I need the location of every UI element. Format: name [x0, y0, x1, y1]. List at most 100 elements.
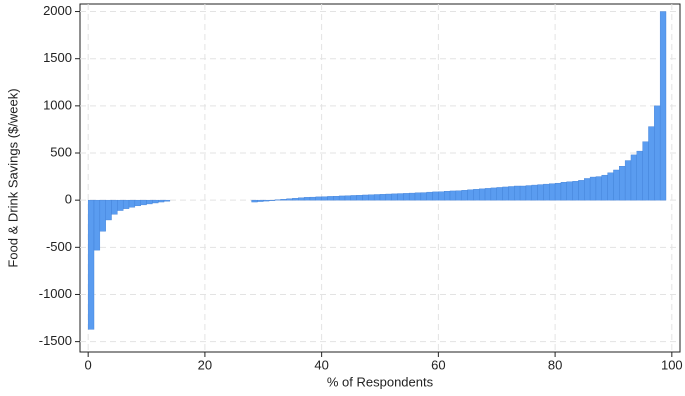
bar [549, 183, 556, 201]
bar [438, 191, 445, 201]
bar [572, 181, 579, 201]
bar [659, 11, 667, 201]
bar [432, 191, 439, 201]
bar [514, 185, 521, 201]
bar [619, 166, 626, 201]
x-tick-label: 100 [661, 357, 683, 372]
bar [327, 196, 334, 201]
bar [496, 187, 503, 201]
x-tick-label: 80 [548, 357, 562, 372]
bar [414, 192, 422, 201]
bar [373, 194, 381, 201]
x-tick-label: 0 [85, 357, 92, 372]
bar [362, 194, 369, 201]
bar [444, 191, 451, 201]
bar [321, 196, 328, 201]
bar [286, 198, 293, 201]
bar [607, 172, 614, 201]
bar [589, 176, 597, 201]
bar [455, 190, 462, 201]
y-tick-label: 2000 [43, 3, 72, 18]
bar [467, 189, 474, 201]
y-tick-label: -1000 [39, 286, 72, 301]
bar [636, 150, 643, 201]
bar [473, 189, 480, 201]
bar [490, 187, 497, 201]
bar [642, 141, 649, 201]
bar [654, 105, 661, 201]
bar [531, 184, 538, 201]
bar [292, 198, 299, 201]
bar [560, 182, 567, 201]
bar [648, 126, 655, 201]
bar [613, 169, 620, 201]
bar [449, 190, 457, 201]
bar [93, 199, 101, 251]
y-tick-label: -500 [46, 239, 72, 254]
bar [461, 190, 468, 201]
bar [99, 199, 106, 232]
bar [315, 196, 322, 201]
y-tick-label: 1500 [43, 50, 72, 65]
bar [146, 199, 153, 205]
bar [584, 178, 591, 201]
bar [105, 199, 112, 221]
bar [397, 193, 404, 201]
bar [420, 192, 427, 201]
bar [251, 199, 258, 203]
bar [566, 181, 573, 201]
bar [624, 160, 632, 201]
bar [257, 199, 264, 202]
y-tick-label: 500 [50, 144, 72, 159]
bar [128, 199, 136, 208]
y-tick-label: -1500 [39, 333, 72, 348]
x-tick-label: 20 [198, 357, 212, 372]
bar [263, 199, 270, 202]
bar [519, 185, 527, 201]
bar [140, 199, 147, 206]
bar [280, 199, 287, 201]
y-axis-label: Food & Drink Savings ($/week) [5, 88, 20, 267]
bar [356, 195, 363, 201]
y-tick-label: 1000 [43, 97, 72, 112]
bar [298, 197, 305, 201]
bar [338, 195, 346, 201]
bar [368, 194, 375, 201]
bar [163, 199, 171, 202]
bar [344, 195, 352, 201]
bar [350, 195, 357, 201]
bar [111, 199, 118, 215]
bar [578, 180, 585, 201]
bar [117, 199, 124, 211]
bar [379, 194, 387, 201]
x-axis-label: % of Respondents [327, 374, 434, 389]
bar [508, 186, 515, 201]
bar [426, 191, 433, 201]
x-tick-label: 60 [431, 357, 445, 372]
bar [502, 186, 509, 201]
bar [543, 183, 550, 201]
bar [537, 184, 544, 201]
x-tick-label: 40 [314, 357, 328, 372]
bar [391, 193, 398, 201]
bar [158, 199, 165, 203]
bar [408, 192, 416, 201]
bar [309, 196, 316, 201]
bar [87, 199, 95, 330]
bar [333, 196, 340, 201]
bar [385, 193, 392, 201]
y-tick-label: 0 [65, 192, 72, 207]
bar [403, 193, 410, 201]
bar [630, 154, 638, 201]
bar [152, 199, 159, 204]
bar [134, 199, 141, 207]
bar [525, 185, 532, 201]
bar [601, 174, 608, 201]
bar [595, 176, 602, 201]
bar [122, 199, 130, 209]
bar [479, 188, 486, 201]
bar [484, 188, 492, 201]
bar [554, 182, 562, 201]
bar [303, 197, 311, 201]
